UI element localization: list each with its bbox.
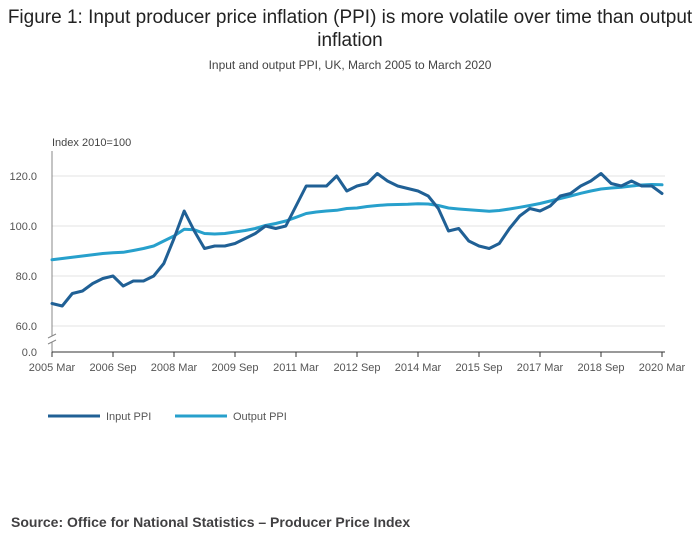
y-tick-label: 100.0 (9, 221, 37, 233)
y-tick-label: 120.0 (9, 171, 37, 183)
chart-title: Figure 1: Input producer price inflation… (7, 7, 693, 51)
y-axis-label: Index 2010=100 (52, 137, 131, 149)
x-tick-label: 2020 Mar (639, 362, 686, 374)
chart-subtitle: Input and output PPI, UK, March 2005 to … (208, 58, 492, 72)
x-tick-label: 2009 Sep (211, 362, 258, 374)
x-tick-label: 2018 Sep (577, 362, 624, 374)
axis-break-mark (47, 339, 57, 345)
y-tick-label: 80.0 (16, 271, 37, 283)
y-tick-label: 60.0 (16, 321, 37, 333)
x-tick-label: 2015 Sep (455, 362, 502, 374)
series-line-input-ppi (50, 172, 664, 308)
x-tick-label: 2017 Mar (517, 362, 564, 374)
x-tick-label: 2014 Mar (395, 362, 442, 374)
legend-label: Output PPI (233, 411, 287, 423)
x-tick-label: 2006 Sep (89, 362, 136, 374)
x-tick-label: 2008 Mar (151, 362, 198, 374)
legend-label: Input PPI (106, 411, 151, 423)
line-chart: Index 2010=100 0.0 60.0 80.0 100.0 120.0 200… (9, 137, 686, 423)
x-tick-label: 2011 Mar (273, 362, 319, 374)
x-tick-label: 2012 Sep (333, 362, 380, 374)
x-tick-label: 2005 Mar (29, 362, 76, 374)
axis-break-mark (47, 333, 57, 339)
source-note: Source: Office for National Statistics –… (11, 514, 411, 530)
y-tick-label: 0.0 (22, 347, 37, 359)
series-line-output-ppi (50, 183, 664, 262)
